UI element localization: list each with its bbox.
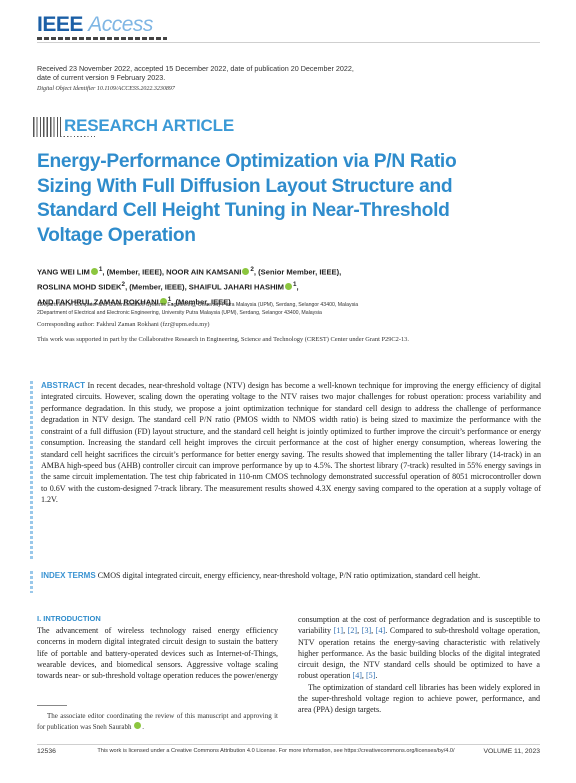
index-terms: INDEX TERMS CMOS digital integrated circ…: [41, 570, 541, 581]
footnote-divider: [37, 705, 67, 706]
article-title: Energy-Performance Optimization via P/N …: [37, 151, 457, 246]
index-terms-heading: INDEX TERMS: [41, 571, 96, 580]
paragraph-text: consumption at the cost of performance d…: [298, 615, 540, 636]
paragraph: The optimization of standard cell librar…: [298, 682, 540, 715]
intro-right-column: consumption at the cost of performance d…: [298, 614, 540, 715]
license-notice[interactable]: This work is licensed under a Creative C…: [97, 748, 455, 754]
affiliation-marker: 2: [121, 281, 126, 289]
author-text: , (Member, IEEE): [171, 297, 231, 307]
volume-info: VOLUME 11, 2023: [483, 748, 540, 755]
paragraph-text: ,: [357, 626, 362, 636]
publication-dates: Received 23 November 2022, accepted 15 D…: [37, 64, 354, 82]
citation-link[interactable]: [1]: [333, 626, 344, 636]
paragraph-text: ,: [361, 671, 366, 681]
paragraph-text: . Compared to sub-threshold voltage oper…: [298, 626, 540, 681]
logo-access: Access: [88, 13, 153, 36]
affiliation-marker: 1: [98, 266, 103, 273]
corresponding-author: Corresponding author: Fakhrul Zaman Rokh…: [37, 321, 210, 328]
author-text: , (Member, IEEE), NOOR AIN KAMSANI: [102, 267, 242, 277]
author-list: YANG WEI LIM 1, (Member, IEEE), NOOR AIN …: [37, 264, 457, 309]
orcid-icon[interactable]: [159, 297, 167, 305]
page-number: 12536: [37, 748, 56, 755]
journal-logo: IEEE Access: [37, 14, 153, 36]
article-type-label: RESEARCH ARTICLE: [61, 116, 237, 136]
orcid-icon[interactable]: [134, 722, 142, 729]
author-text: ,: [296, 282, 299, 292]
affiliation-marker: 1: [167, 296, 172, 304]
orcid-icon[interactable]: [285, 282, 292, 290]
citation-link[interactable]: [4]: [352, 671, 362, 681]
editor-footnote: The associate editor coordinating the re…: [37, 712, 278, 731]
abstract: ABSTRACT In recent decades, near-thresho…: [41, 380, 541, 506]
abstract-accent-bar: [30, 381, 33, 559]
footnote-text: The associate editor coordinating the re…: [37, 712, 278, 731]
paragraph-text: ,: [343, 626, 348, 636]
author-name: YANG WEI LIM: [37, 267, 90, 277]
footer-divider: [37, 744, 540, 745]
author-text: , (Member, IEEE), SHAIFUL JAHARI HASHIM: [125, 282, 284, 292]
funding-statement: This work was supported in part by the C…: [37, 336, 409, 343]
paragraph-text: .: [375, 671, 378, 681]
affiliation-marker: 2: [250, 266, 254, 273]
logo-tagline-graphic: [37, 37, 167, 40]
author-name: ROSLINA MOHD SIDEK: [37, 282, 122, 292]
citation-link[interactable]: [3]: [361, 626, 372, 636]
affiliation-1: 1Department of Computer and Communicatio…: [37, 302, 359, 308]
orcid-icon[interactable]: [242, 267, 250, 275]
intro-left-column: The advancement of wireless technology r…: [37, 626, 279, 680]
author-text: , (Senior Member, IEEE),: [253, 267, 342, 277]
section-heading-introduction: I. INTRODUCTION: [37, 614, 101, 623]
author-name: AND FAKHRUL ZAMAN ROKHANI: [37, 297, 159, 307]
paragraph-text: ,: [371, 626, 376, 636]
doi[interactable]: Digital Object Identifier 10.1109/ACCESS…: [37, 86, 175, 92]
citation-link[interactable]: [2]: [347, 626, 358, 636]
affiliation-marker: 1: [293, 281, 297, 289]
abstract-heading: ABSTRACT: [41, 381, 85, 390]
paragraph: consumption at the cost of performance d…: [298, 614, 540, 682]
header-divider: [37, 42, 540, 43]
abstract-text: In recent decades, near-threshold voltag…: [41, 381, 541, 505]
orcid-icon[interactable]: [90, 267, 98, 275]
citation-link[interactable]: [4]: [375, 626, 386, 636]
index-terms-text: CMOS digital integrated circuit, energy …: [97, 571, 481, 580]
logo-ieee: IEEE: [37, 13, 83, 36]
affiliation-2: 2Department of Electrical and Electronic…: [37, 310, 322, 316]
citation-link[interactable]: [5]: [365, 671, 376, 681]
index-terms-accent-bar: [30, 571, 33, 593]
